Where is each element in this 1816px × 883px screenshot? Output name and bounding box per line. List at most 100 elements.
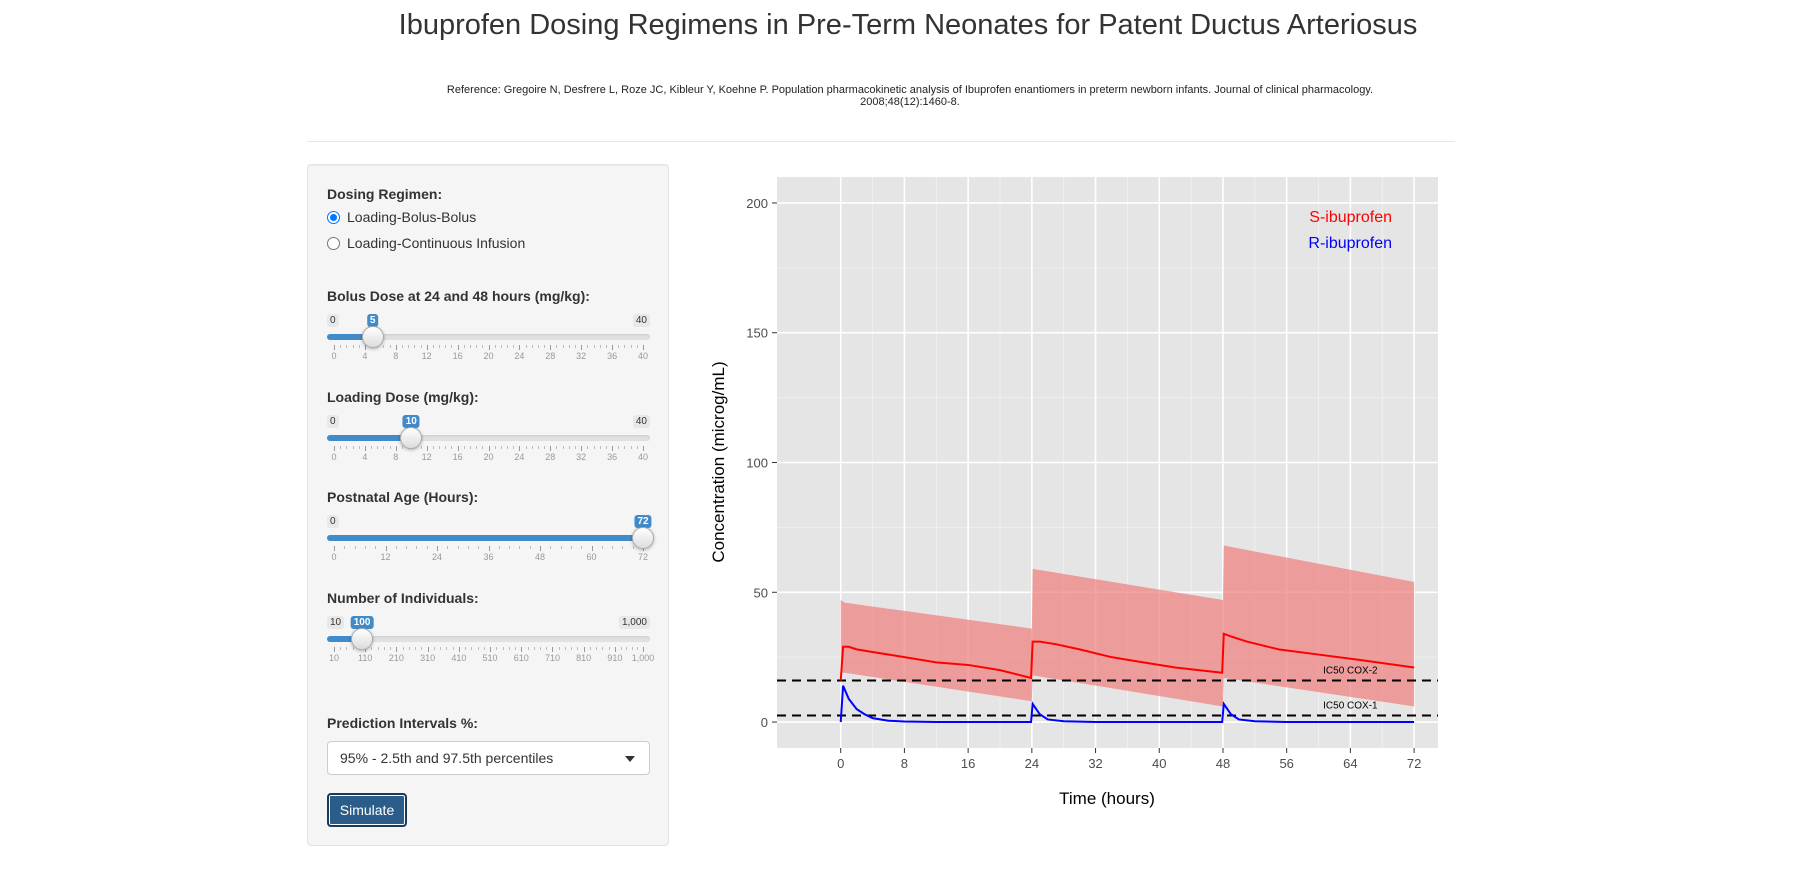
slider-minor-tick bbox=[352, 647, 354, 650]
slider-minor-tick bbox=[540, 647, 541, 650]
slider-tick-label: 510 bbox=[482, 653, 498, 663]
slider-minor-tick bbox=[494, 345, 496, 348]
slider-minor-tick bbox=[562, 345, 564, 348]
slider-minor-tick bbox=[389, 345, 391, 348]
slider-handle[interactable] bbox=[632, 527, 654, 549]
slider-min-label: 10 bbox=[327, 616, 345, 629]
slider-track[interactable] bbox=[327, 636, 650, 642]
radio-button-checked[interactable] bbox=[327, 210, 340, 224]
slider-tick-label: 1,000 bbox=[631, 653, 655, 663]
slider-tick bbox=[364, 446, 366, 451]
slider-minor-tick bbox=[537, 446, 539, 449]
y-tick-label: 200 bbox=[746, 196, 768, 211]
slider-tick bbox=[614, 647, 616, 652]
slider-minor-tick bbox=[531, 345, 533, 348]
slider-handle[interactable] bbox=[361, 326, 384, 348]
y-tick-label: 150 bbox=[746, 326, 768, 341]
slider-minor-tick bbox=[544, 446, 546, 449]
slider-minor-tick bbox=[507, 345, 509, 348]
slider-minor-tick bbox=[465, 647, 467, 650]
slider-tick-label: 410 bbox=[451, 653, 467, 663]
slider-tick bbox=[365, 647, 367, 652]
slider-minor-tick bbox=[593, 446, 595, 449]
radio-button[interactable] bbox=[327, 236, 340, 250]
slider-minor-tick bbox=[371, 647, 373, 650]
slider-minor-tick bbox=[605, 345, 607, 348]
slider-minor-tick bbox=[494, 446, 496, 449]
slider-tick bbox=[552, 647, 554, 652]
slider-minor-tick bbox=[568, 345, 570, 348]
slider-minor-tick bbox=[482, 345, 484, 348]
slider-minor-tick bbox=[564, 647, 566, 650]
slider-tick-label: 32 bbox=[576, 452, 587, 462]
slider-tick-label: 20 bbox=[483, 452, 494, 462]
slider-tick-label: 40 bbox=[637, 351, 649, 361]
slider-minor-tick bbox=[446, 647, 448, 650]
slider-minor-tick bbox=[457, 546, 459, 549]
slider-minor-tick bbox=[525, 345, 527, 348]
slider-track[interactable] bbox=[327, 334, 650, 340]
slider-tick bbox=[581, 345, 583, 350]
slider-handle[interactable] bbox=[400, 427, 423, 449]
slider-minor-tick bbox=[570, 546, 572, 549]
slider-tick bbox=[457, 446, 459, 451]
slider-value-label: 100 bbox=[350, 616, 374, 629]
slider-minor-tick bbox=[537, 345, 539, 348]
slider-tick-label: 36 bbox=[607, 452, 618, 462]
slider-minor-tick bbox=[544, 345, 546, 348]
slider-minor-tick bbox=[469, 446, 471, 449]
slider-handle[interactable] bbox=[351, 628, 374, 650]
slider-minor-tick bbox=[354, 546, 356, 549]
slider-minor-tick bbox=[483, 647, 485, 650]
slider-minor-tick bbox=[531, 446, 533, 449]
slider-minor-tick bbox=[620, 647, 622, 650]
x-tick-label: 24 bbox=[1025, 756, 1039, 771]
slider-minor-tick bbox=[451, 446, 453, 449]
slider-minor-tick bbox=[420, 345, 422, 348]
slider-minor-tick bbox=[624, 446, 626, 449]
slider-tick-label: 40 bbox=[637, 452, 649, 462]
slider-tick bbox=[427, 647, 429, 652]
slider-minor-tick bbox=[340, 446, 342, 449]
page-title-text: Ibuprofen Dosing Regimens in Pre-Term Ne… bbox=[398, 9, 1418, 41]
bolus-dose-slider[interactable]: 0 40 0 4 8 12 16 20 24 28 32 36 40 5 bbox=[327, 314, 650, 378]
slider-minor-tick bbox=[550, 546, 552, 549]
slider-tick-label: 310 bbox=[420, 653, 436, 663]
slider-minor-tick bbox=[496, 647, 498, 650]
slider-tick bbox=[334, 446, 335, 451]
loading-dose-slider[interactable]: 0 40 0 4 8 12 16 20 24 28 32 36 40 10 bbox=[327, 415, 650, 479]
slider-minor-tick bbox=[401, 446, 403, 449]
slider-minor-tick bbox=[346, 345, 348, 348]
slider-tick-label: 910 bbox=[607, 653, 623, 663]
x-tick-label: 32 bbox=[1088, 756, 1102, 771]
slider-tick-label: 16 bbox=[452, 452, 463, 462]
prediction-intervals-select[interactable]: 95% - 2.5th and 97.5th percentiles bbox=[327, 741, 650, 775]
slider-tick-label: 810 bbox=[576, 653, 592, 663]
slider-minor-tick bbox=[414, 345, 416, 348]
slider-tick-label: 24 bbox=[514, 452, 525, 462]
slider-minor-tick bbox=[575, 446, 577, 449]
caret-down-icon bbox=[625, 756, 635, 762]
slider-tick-label: 16 bbox=[452, 351, 463, 361]
radio-loading-bolus-bolus[interactable]: Loading-Bolus-Bolus bbox=[327, 209, 476, 225]
postnatal-age-slider[interactable]: 0 0 12 24 36 48 60 72 72 bbox=[327, 515, 654, 579]
slider-minor-tick bbox=[346, 647, 348, 650]
slider-minor-tick bbox=[601, 546, 603, 549]
radio-loading-continuous-infusion[interactable]: Loading-Continuous Infusion bbox=[327, 235, 525, 251]
slider-minor-tick bbox=[439, 345, 441, 348]
slider-tick-label: 12 bbox=[421, 351, 432, 361]
slider-minor-tick bbox=[508, 647, 510, 650]
slider-tick-label: 36 bbox=[607, 351, 618, 361]
slider-minor-tick bbox=[445, 345, 447, 348]
slider-tick-label: 8 bbox=[393, 452, 399, 462]
slider-track[interactable] bbox=[327, 435, 650, 441]
slider-tick-label: 28 bbox=[545, 351, 556, 361]
slider-minor-tick bbox=[519, 546, 521, 549]
simulate-button[interactable]: Simulate bbox=[327, 793, 407, 827]
slider-tick bbox=[396, 647, 398, 652]
slider-tick bbox=[385, 546, 387, 551]
slider-tick bbox=[364, 345, 366, 350]
x-tick-label: 48 bbox=[1216, 756, 1230, 771]
